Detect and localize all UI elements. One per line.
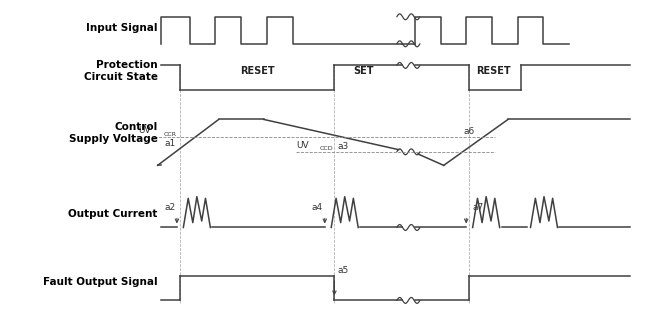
Text: UV: UV	[296, 141, 309, 150]
Text: Fault Output Signal: Fault Output Signal	[43, 277, 157, 286]
Text: a2: a2	[164, 203, 175, 212]
Text: RESET: RESET	[240, 67, 275, 76]
Text: a4: a4	[312, 203, 323, 212]
Text: Protection
Circuit State: Protection Circuit State	[83, 60, 157, 82]
Text: Control
Supply Voltage: Control Supply Voltage	[69, 122, 157, 144]
Text: a3: a3	[338, 142, 349, 151]
Text: a7: a7	[472, 203, 484, 212]
Text: a5: a5	[338, 266, 349, 275]
Text: CCR: CCR	[164, 132, 177, 137]
Text: RESET: RESET	[476, 67, 510, 76]
Text: UV: UV	[138, 126, 152, 135]
Text: SET: SET	[354, 67, 374, 76]
Text: Input Signal: Input Signal	[86, 23, 157, 32]
Text: a6: a6	[463, 127, 474, 136]
Text: a1: a1	[164, 139, 175, 148]
Text: CCD: CCD	[319, 146, 333, 151]
Text: Output Current: Output Current	[68, 209, 157, 219]
